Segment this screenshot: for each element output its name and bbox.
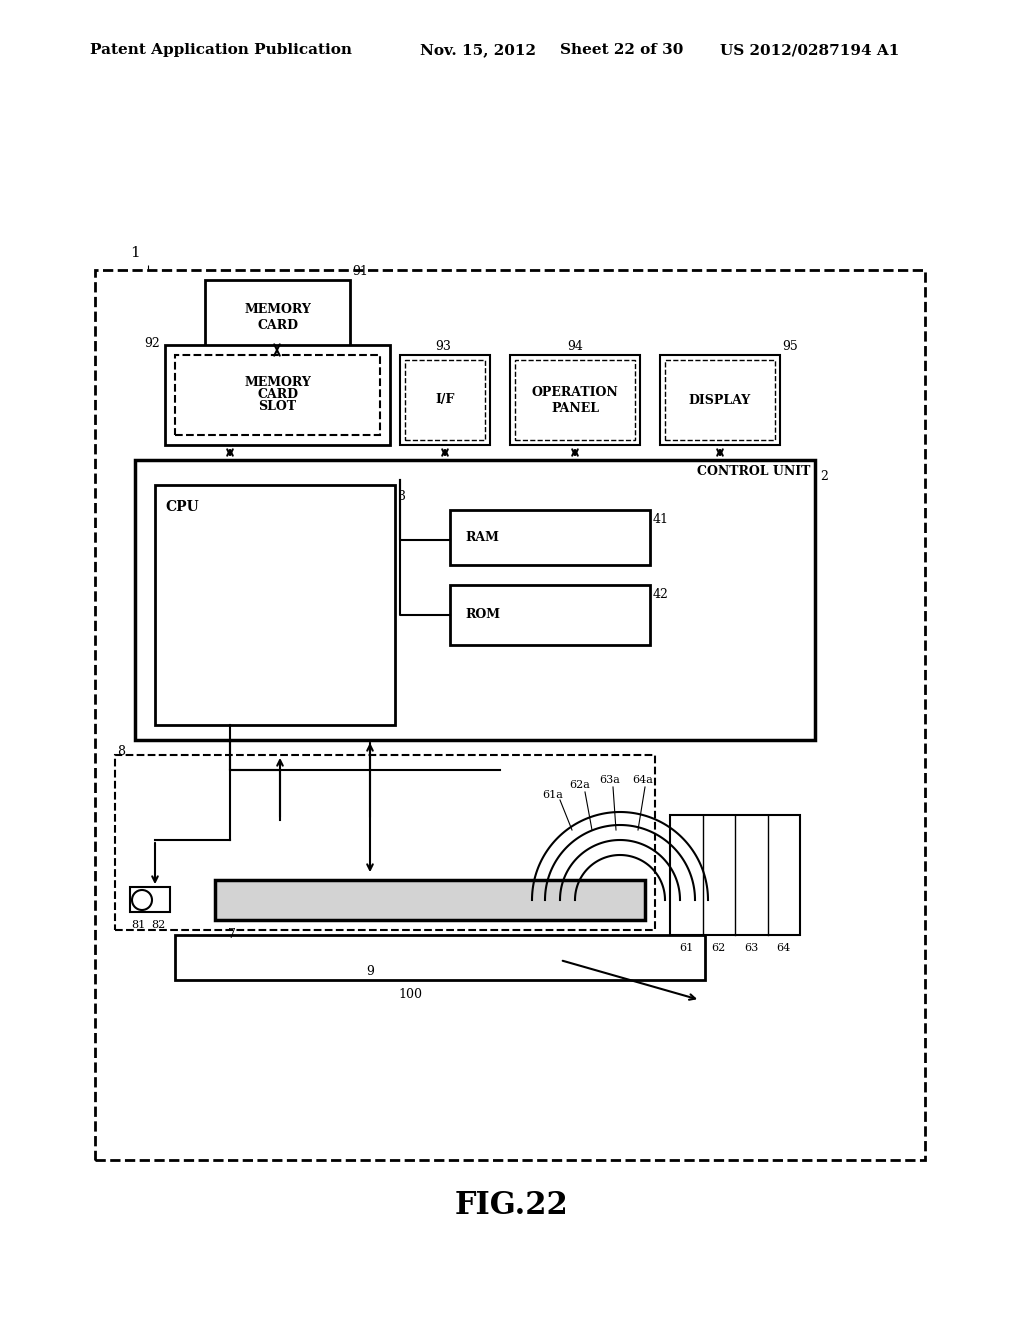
Text: MEMORY: MEMORY (244, 304, 311, 315)
Text: 82: 82 (151, 920, 165, 931)
Text: 61a: 61a (543, 789, 563, 800)
Text: 94: 94 (567, 341, 583, 352)
FancyBboxPatch shape (130, 887, 170, 912)
FancyBboxPatch shape (165, 345, 390, 445)
Text: PANEL: PANEL (551, 401, 599, 414)
Text: 64: 64 (776, 942, 791, 953)
Text: 41: 41 (653, 513, 669, 525)
Text: MEMORY: MEMORY (244, 376, 311, 389)
FancyBboxPatch shape (670, 814, 800, 935)
FancyBboxPatch shape (665, 360, 775, 440)
Text: Sheet 22 of 30: Sheet 22 of 30 (560, 44, 683, 57)
FancyBboxPatch shape (155, 484, 395, 725)
Text: 3: 3 (398, 490, 406, 503)
Text: DISPLAY: DISPLAY (689, 393, 752, 407)
Text: Patent Application Publication: Patent Application Publication (90, 44, 352, 57)
Text: CARD: CARD (257, 319, 298, 333)
FancyBboxPatch shape (400, 355, 490, 445)
FancyBboxPatch shape (115, 755, 655, 931)
Text: FIG.22: FIG.22 (455, 1189, 569, 1221)
FancyBboxPatch shape (175, 355, 380, 436)
Text: 95: 95 (782, 341, 798, 352)
Text: 2: 2 (820, 470, 827, 483)
Text: Nov. 15, 2012: Nov. 15, 2012 (420, 44, 536, 57)
Text: CARD: CARD (257, 388, 298, 401)
Text: 8: 8 (117, 744, 125, 758)
Text: 81: 81 (131, 920, 145, 931)
Text: RAM: RAM (465, 531, 499, 544)
Text: 100: 100 (398, 987, 422, 1001)
FancyBboxPatch shape (135, 459, 815, 741)
FancyBboxPatch shape (406, 360, 485, 440)
FancyBboxPatch shape (450, 510, 650, 565)
Text: 63a: 63a (600, 775, 621, 785)
Text: 64a: 64a (633, 775, 653, 785)
Text: 93: 93 (435, 341, 451, 352)
FancyBboxPatch shape (205, 280, 350, 355)
Text: 7: 7 (228, 928, 236, 941)
Text: 63: 63 (744, 942, 759, 953)
FancyBboxPatch shape (660, 355, 780, 445)
Text: 92: 92 (144, 337, 160, 350)
FancyBboxPatch shape (510, 355, 640, 445)
Text: 62: 62 (712, 942, 726, 953)
Text: 42: 42 (653, 587, 669, 601)
Text: CONTROL UNIT: CONTROL UNIT (696, 465, 810, 478)
Text: ROM: ROM (465, 609, 500, 622)
Text: 91: 91 (352, 265, 368, 279)
Text: CPU: CPU (165, 500, 199, 513)
FancyBboxPatch shape (450, 585, 650, 645)
Text: SLOT: SLOT (258, 400, 297, 413)
Text: 9: 9 (366, 965, 374, 978)
Text: US 2012/0287194 A1: US 2012/0287194 A1 (720, 44, 899, 57)
FancyBboxPatch shape (215, 880, 645, 920)
Text: 1: 1 (130, 246, 139, 260)
FancyBboxPatch shape (175, 935, 705, 979)
Text: I/F: I/F (435, 393, 455, 407)
FancyBboxPatch shape (95, 271, 925, 1160)
Text: 61: 61 (679, 942, 693, 953)
Text: OPERATION: OPERATION (531, 385, 618, 399)
Text: 62a: 62a (569, 780, 591, 789)
FancyBboxPatch shape (515, 360, 635, 440)
